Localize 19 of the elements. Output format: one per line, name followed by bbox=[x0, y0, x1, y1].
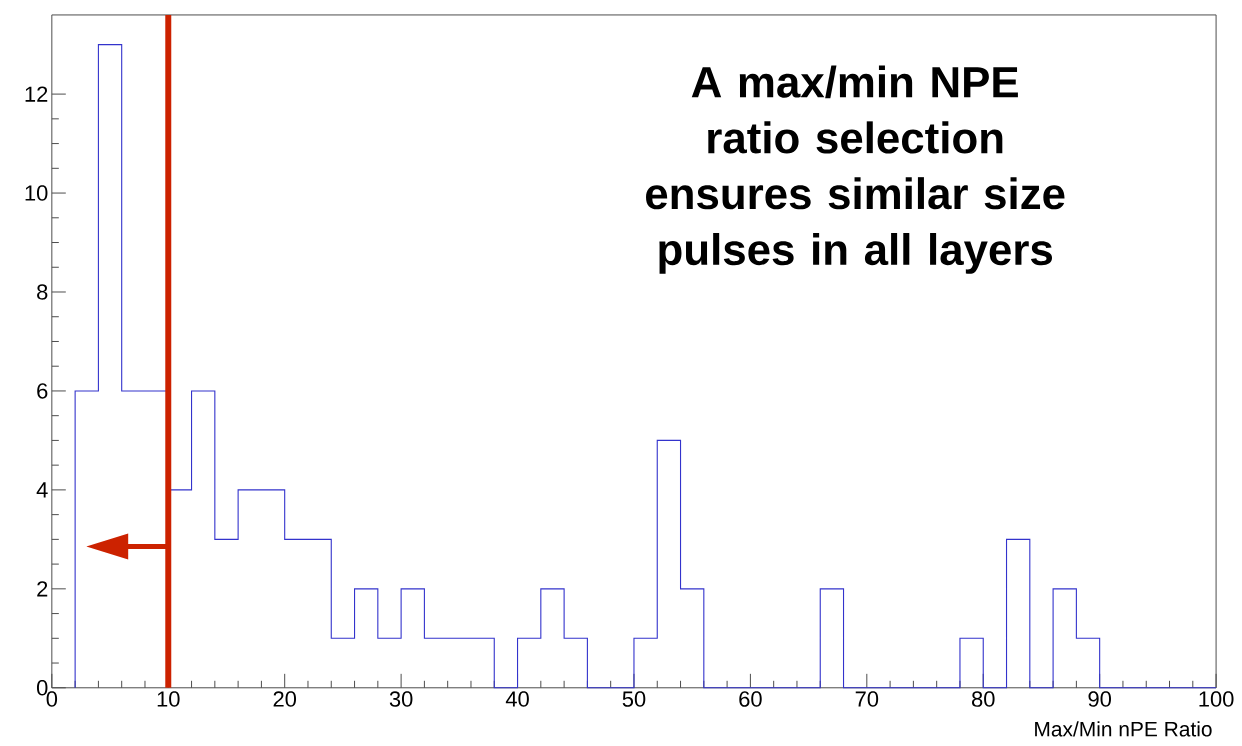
x-tick-label: 60 bbox=[739, 691, 762, 708]
x-axis-title: Max/Min nPE Ratio bbox=[1035, 721, 1212, 737]
y-tick-label: 12 bbox=[25, 86, 48, 102]
x-tick-label: 90 bbox=[1088, 691, 1111, 708]
y-tick-label: 2 bbox=[37, 581, 48, 597]
x-tick-label: 30 bbox=[389, 691, 413, 708]
y-tick-label: 0 bbox=[36, 680, 48, 696]
y-tick-label: 8 bbox=[37, 284, 48, 300]
y-tick-label: 6 bbox=[37, 383, 48, 399]
x-tick-label: 10 bbox=[157, 691, 180, 708]
x-tick-label: 100 bbox=[1199, 691, 1234, 708]
x-tick-label: 50 bbox=[622, 691, 646, 708]
y-tick-label: 10 bbox=[25, 185, 48, 202]
annotation: A max/min NPE ratio selection ensures similar size pulses in all layers bbox=[646, 65, 1065, 275]
x-tick-label: 40 bbox=[505, 691, 529, 708]
x-tick-label: 80 bbox=[972, 691, 995, 708]
x-tick-label: 70 bbox=[855, 691, 879, 708]
y-tick-label: 4 bbox=[36, 482, 48, 498]
x-tick-label: 20 bbox=[273, 691, 297, 708]
